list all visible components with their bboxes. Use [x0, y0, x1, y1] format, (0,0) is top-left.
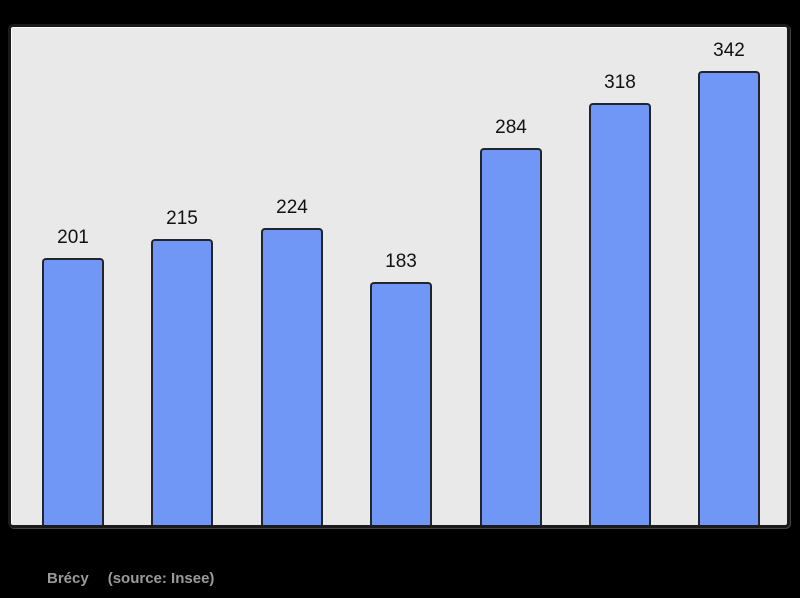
bar: [261, 228, 323, 525]
bar-group: 183: [370, 27, 432, 525]
bar: [698, 71, 760, 525]
bar-value-label: 318: [604, 72, 636, 94]
caption-commune-name: Brécy: [47, 570, 89, 587]
bar-group: 318: [589, 27, 651, 525]
bar-value-label: 284: [495, 117, 527, 139]
caption-source: (source: Insee): [107, 570, 215, 587]
chart-frame: 201 215 224 183 284 318 342: [8, 24, 790, 528]
bar: [151, 239, 213, 525]
bar: [480, 148, 542, 525]
bar: [589, 103, 651, 525]
bar-value-label: 224: [276, 197, 308, 219]
bar-group: 201: [42, 27, 104, 525]
chart-caption: Brécy (source: Insee): [47, 570, 214, 587]
bar-group: 215: [151, 27, 213, 525]
bar-group: 284: [480, 27, 542, 525]
bar-value-label: 215: [166, 208, 198, 230]
bar: [42, 258, 104, 525]
bar-group: 224: [261, 27, 323, 525]
bar-value-label: 342: [713, 40, 745, 62]
bar-group: 342: [698, 27, 760, 525]
plot-area: 201 215 224 183 284 318 342: [11, 27, 787, 525]
bar-value-label: 201: [57, 227, 89, 249]
bar-value-label: 183: [385, 251, 417, 273]
bar: [370, 282, 432, 525]
